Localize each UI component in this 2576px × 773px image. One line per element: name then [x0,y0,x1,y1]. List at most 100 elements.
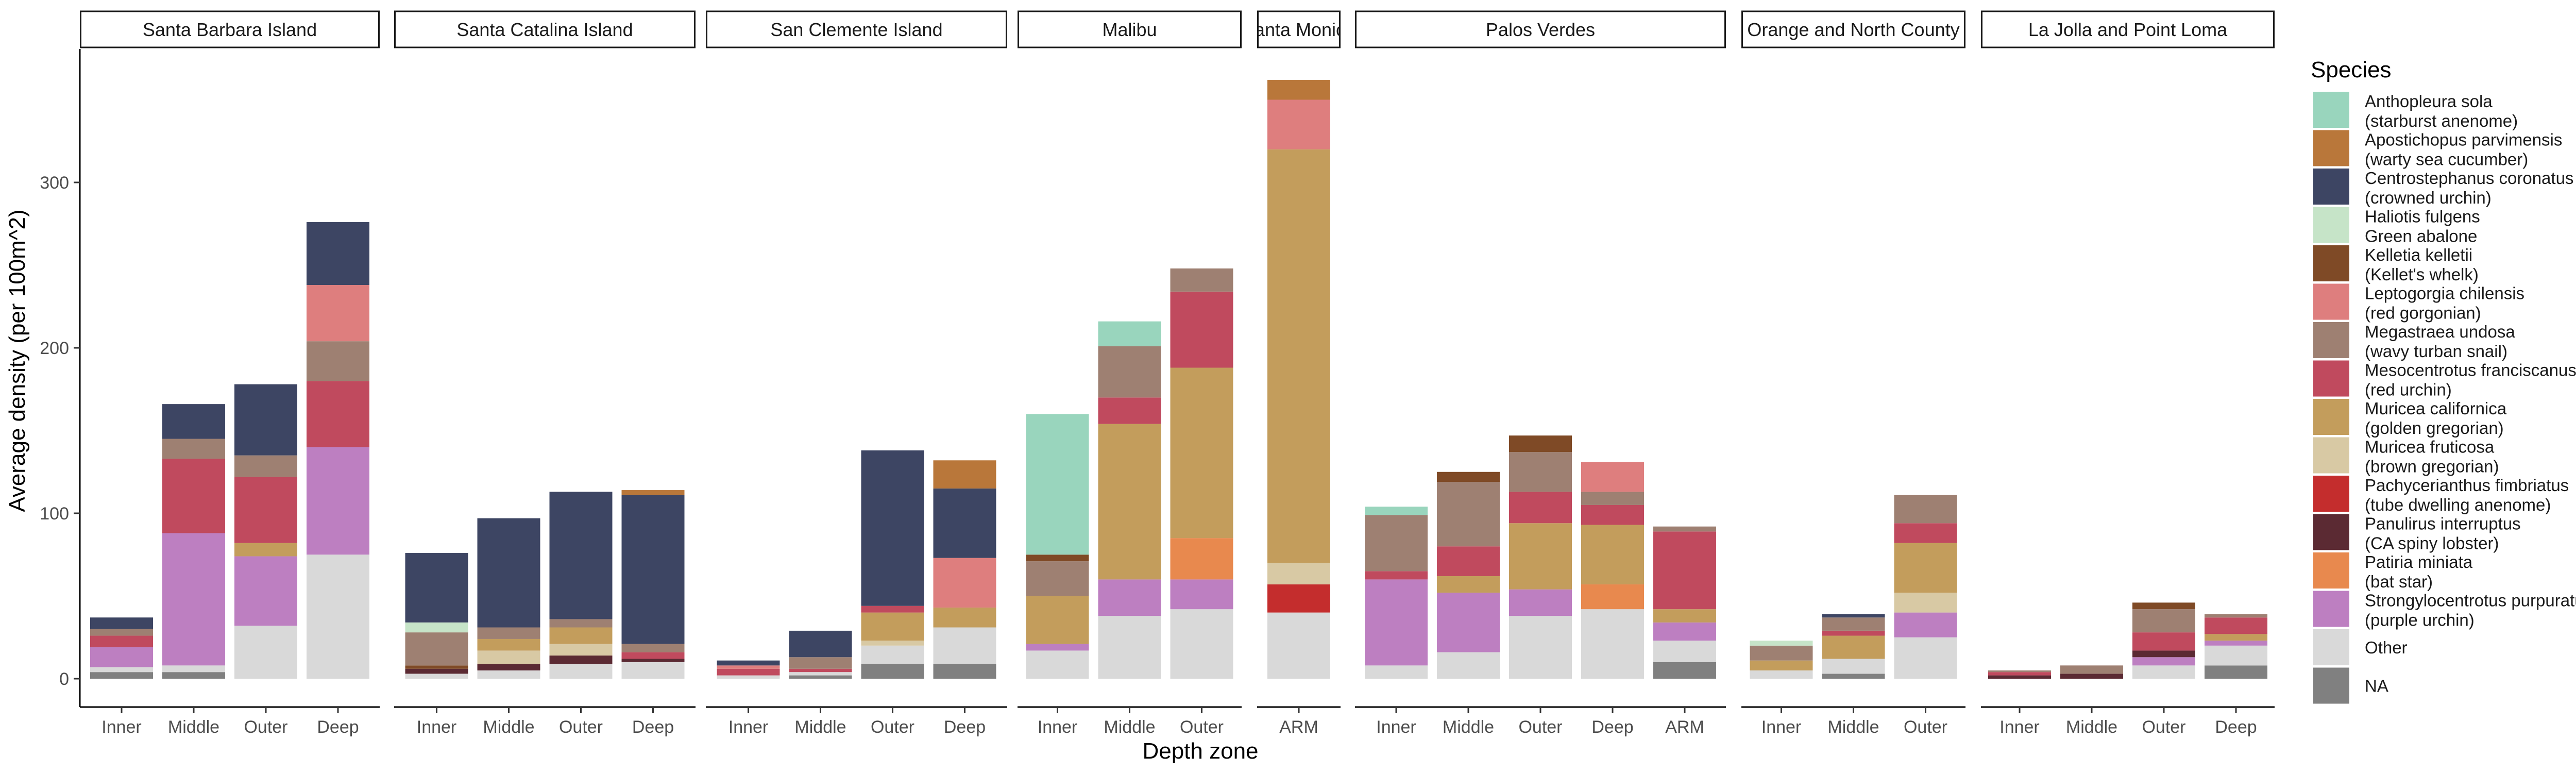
bar-segment [861,641,924,646]
bar-segment [2132,632,2195,651]
bar-segment [162,404,225,439]
legend-title: Species [2311,57,2392,82]
bar-segment [2205,634,2267,641]
bar-stack [90,617,153,679]
facet-panels: Santa Barbara Island Inner Middle Outer Deep… [80,10,2275,737]
facet-strip [706,10,1007,48]
legend-sublabel: (tube dwelling anenome) [2365,495,2551,514]
x-tick-label: Inner [1999,717,2040,737]
bar-segment [861,664,924,679]
bar-segment [549,619,613,628]
facet-panel: San Clemente Island Inner Middle Outer Deep [706,10,1007,737]
x-tick-label: Deep [317,717,359,737]
bar-segment [933,664,996,679]
bar-segment [621,644,685,652]
bar-segment [1267,584,1330,613]
bar-segment [1437,576,1500,593]
bar-segment [1581,525,1644,585]
bar-segment [861,450,924,606]
bar-stack [1822,614,1885,679]
bar-segment [621,495,685,644]
bar-segment [1581,462,1644,492]
legend-sublabel: (brown gregorian) [2365,457,2499,476]
bar-segment [90,617,153,629]
bar-segment [789,672,852,676]
bar-segment [90,672,153,679]
bar-segment [1653,531,1716,610]
legend-key [2313,360,2349,397]
bar-segment [1098,321,1161,346]
bar-segment [234,455,297,477]
bar-segment [1170,609,1233,679]
facet-strip-label: Malibu [1102,19,1157,40]
legend-label: Muricea californica [2365,399,2507,418]
bar-segment [1653,662,1716,679]
bar-segment [1509,589,1572,616]
bar-segment [1822,617,1885,631]
bar-segment [1267,79,1330,100]
bar-stack [1581,462,1644,679]
legend-key [2313,283,2349,320]
bar-segment [162,665,225,673]
x-tick-label: Inner [417,717,457,737]
bar-segment [861,612,924,641]
legend-key [2313,667,2349,704]
facet-strip-label: Orange and North County [1747,19,1959,40]
bar-segment [1822,635,1885,659]
bar-stack [1170,268,1233,679]
facet-strip-label: La Jolla and Point Loma [2028,19,2228,40]
bar-stack [1437,472,1500,679]
x-tick-label: Middle [483,717,534,737]
bar-segment [1098,424,1161,580]
bar-segment [1581,584,1644,610]
bar-segment [162,533,225,666]
x-tick-label: Deep [632,717,674,737]
bar-segment [1509,435,1572,452]
bar-segment [717,660,780,666]
bar-stack [1098,321,1161,679]
bar-segment [1170,579,1233,610]
bar-segment [162,439,225,459]
bar-segment [1509,492,1572,524]
bar-segment [307,222,369,285]
facet-strip [1018,10,1242,48]
bar-segment [1894,637,1957,679]
facet-strip-label: Santa Monica [1242,19,1356,40]
bar-segment [2132,602,2195,610]
legend-key [2313,399,2349,435]
facet-panel: Santa Catalina Island Inner Middle Outer Dee… [394,10,696,737]
bar-segment [1365,571,1428,580]
bar-segment [2132,650,2195,658]
bar-segment [2060,665,2123,674]
bar-segment [307,447,369,555]
bar-segment [1026,561,1089,596]
bar-segment [1437,652,1500,679]
x-tick-label: ARM [1279,717,1318,737]
bar-segment [861,645,924,664]
bar-segment [1894,612,1957,637]
bar-segment [1581,505,1644,525]
bar-stack [477,518,540,679]
bar-segment [2205,645,2267,666]
facet-strip-label: Palos Verdes [1486,19,1595,40]
bar-segment [1750,670,1813,679]
bar-segment [1822,659,1885,674]
facet-strip-label: Santa Catalina Island [456,19,633,40]
bar-segment [621,659,685,662]
bar-segment [1437,546,1500,576]
y-tick-label: 100 [40,504,69,524]
bar-segment [549,627,613,644]
x-tick-label: Outer [2142,717,2185,737]
facet-strip-label: Santa Barbara Island [143,19,317,40]
bar-segment [1170,367,1233,539]
bar-segment [1750,645,1813,661]
bar-segment [234,626,297,679]
legend-entry: Muricea californica(golden gregorian) [2313,399,2507,438]
bar-segment [621,490,685,495]
legend-entry: Anthopleura sola(starburst anenome) [2313,92,2518,130]
legend-entry: Patiria miniata(bat star) [2313,552,2473,591]
bar-segment [2132,609,2195,633]
bar-segment [1894,495,1957,524]
legend-label: Anthopleura sola [2365,92,2493,111]
